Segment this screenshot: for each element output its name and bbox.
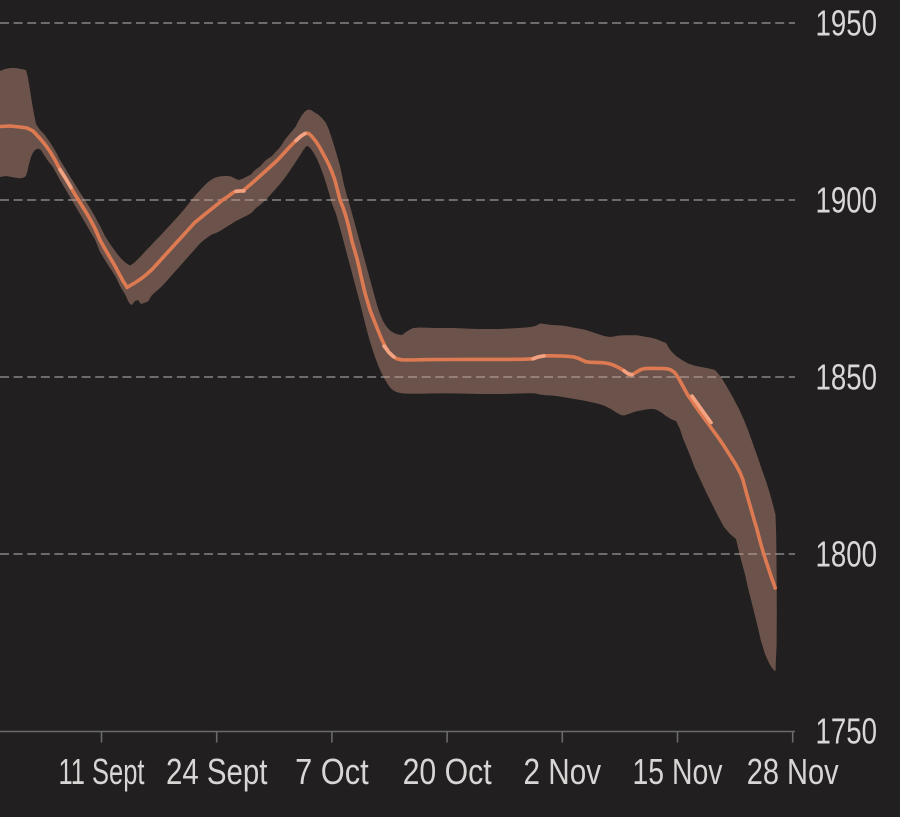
- svg-text:1750: 1750: [816, 711, 878, 752]
- svg-text:11 Sept: 11 Sept: [59, 751, 145, 792]
- svg-text:20 Oct: 20 Oct: [403, 751, 492, 792]
- svg-text:1800: 1800: [816, 534, 878, 575]
- svg-text:1950: 1950: [816, 3, 878, 44]
- svg-text:7 Oct: 7 Oct: [295, 751, 369, 792]
- svg-text:2 Nov: 2 Nov: [524, 751, 602, 792]
- svg-text:28 Nov: 28 Nov: [747, 751, 839, 792]
- svg-text:15 Nov: 15 Nov: [633, 751, 723, 792]
- svg-text:1900: 1900: [816, 180, 878, 221]
- svg-text:1850: 1850: [816, 357, 878, 398]
- svg-text:24 Sept: 24 Sept: [166, 751, 268, 792]
